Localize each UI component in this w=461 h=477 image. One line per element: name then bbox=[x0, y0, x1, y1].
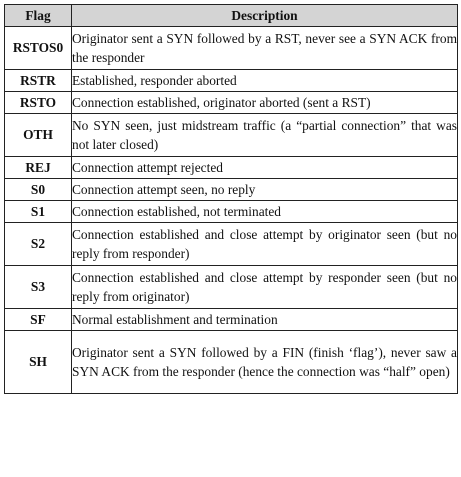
flag-cell: S0 bbox=[4, 178, 72, 201]
description-cell: Connection established, not terminated bbox=[71, 200, 458, 223]
description-cell: Established, responder aborted bbox=[71, 69, 458, 92]
table-row: RSTOS0 Originator sent a SYN followed by… bbox=[4, 26, 458, 70]
table-body: RSTOS0 Originator sent a SYN followed by… bbox=[4, 26, 458, 394]
flag-cell: RSTO bbox=[4, 91, 72, 114]
table-row: S2 Connection established and close atte… bbox=[4, 222, 458, 266]
column-header-description: Description bbox=[71, 4, 458, 27]
description-cell: Originator sent a SYN followed by a FIN … bbox=[71, 330, 458, 394]
description-cell: Connection attempt rejected bbox=[71, 156, 458, 179]
flag-cell: SH bbox=[4, 330, 72, 394]
description-cell: Connection established, originator abort… bbox=[71, 91, 458, 114]
table-row: REJ Connection attempt rejected bbox=[4, 156, 458, 179]
description-cell: Connection established and close attempt… bbox=[71, 222, 458, 266]
flag-cell: RSTOS0 bbox=[4, 26, 72, 70]
description-cell: Originator sent a SYN followed by a RST,… bbox=[71, 26, 458, 70]
flag-cell: OTH bbox=[4, 113, 72, 157]
table-row: RSTR Established, responder aborted bbox=[4, 69, 458, 92]
flag-cell: S3 bbox=[4, 265, 72, 309]
description-cell: Connection attempt seen, no reply bbox=[71, 178, 458, 201]
description-cell: No SYN seen, just midstream traffic (a “… bbox=[71, 113, 458, 157]
table-row: S1 Connection established, not terminate… bbox=[4, 200, 458, 223]
flag-cell: S2 bbox=[4, 222, 72, 266]
column-header-flag: Flag bbox=[4, 4, 72, 27]
table-row: RSTO Connection established, originator … bbox=[4, 91, 458, 114]
description-cell: Normal establishment and termination bbox=[71, 308, 458, 331]
header-row: Flag Description bbox=[4, 4, 458, 27]
flag-cell: SF bbox=[4, 308, 72, 331]
table-row: SF Normal establishment and termination bbox=[4, 308, 458, 331]
table-row: S3 Connection established and close atte… bbox=[4, 265, 458, 309]
table-row: OTH No SYN seen, just midstream traffic … bbox=[4, 113, 458, 157]
connection-flags-table: Flag Description RSTOS0 Originator sent … bbox=[4, 4, 458, 394]
flag-cell: REJ bbox=[4, 156, 72, 179]
table-row: SH Originator sent a SYN followed by a F… bbox=[4, 330, 458, 394]
table-row: S0 Connection attempt seen, no reply bbox=[4, 178, 458, 201]
flag-cell: S1 bbox=[4, 200, 72, 223]
description-cell: Connection established and close attempt… bbox=[71, 265, 458, 309]
flag-cell: RSTR bbox=[4, 69, 72, 92]
table-header: Flag Description bbox=[4, 4, 458, 27]
